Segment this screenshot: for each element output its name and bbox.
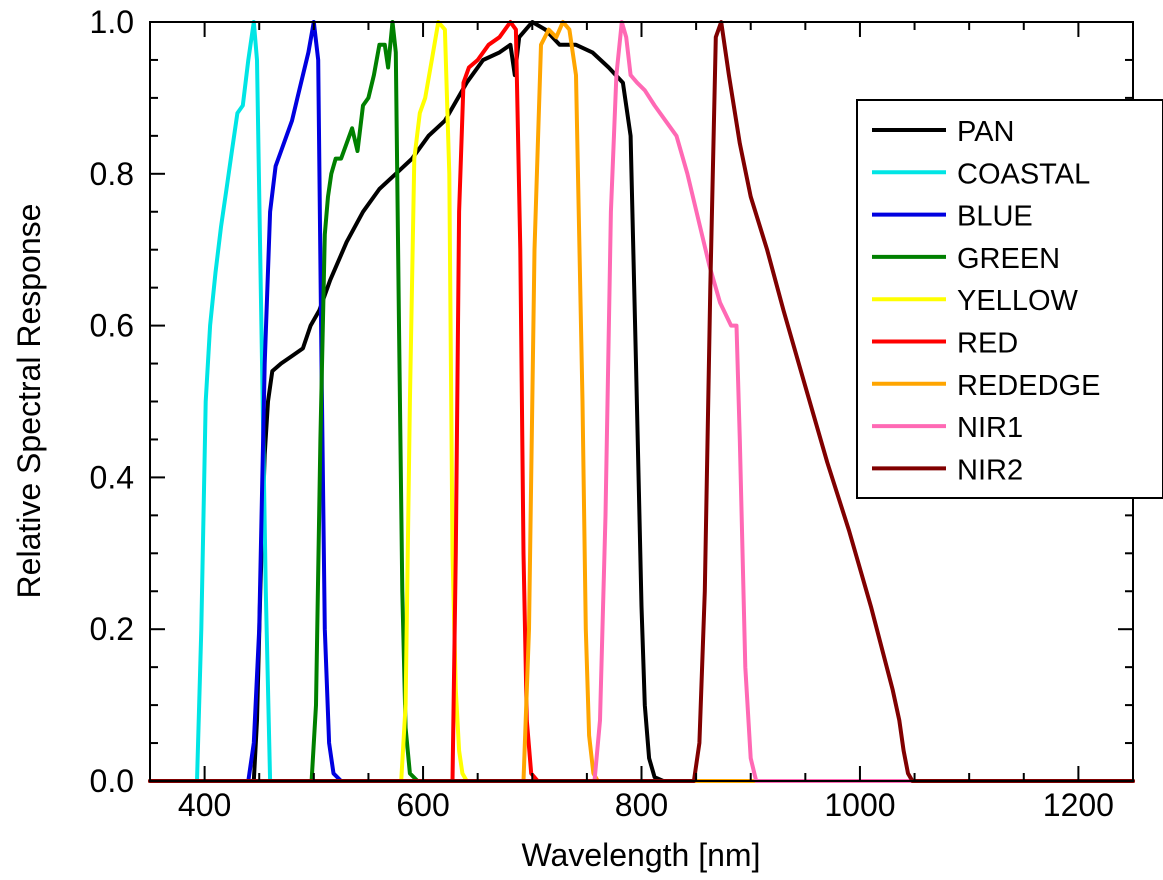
x-axis-label: Wavelength [nm]	[522, 837, 761, 873]
series-line-pan	[148, 20, 1135, 783]
y-tick-label: 0.8	[90, 156, 134, 192]
x-tick-label: 800	[615, 787, 668, 823]
y-tick-label: 0.4	[90, 459, 134, 495]
legend-label-yellow: YELLOW	[957, 285, 1078, 317]
series-line-nir1	[148, 20, 1135, 783]
y-tick-label: 0.6	[90, 308, 134, 344]
legend-label-coastal: COASTAL	[957, 158, 1090, 190]
x-tick-label: 1200	[1043, 787, 1114, 823]
legend-label-blue: BLUE	[957, 201, 1033, 233]
series-line-blue	[148, 20, 1135, 783]
series-line-nir2	[148, 20, 1135, 783]
legend-label-nir1: NIR1	[957, 412, 1023, 444]
series-line-rededge	[148, 20, 1135, 783]
y-tick-label: 0.0	[90, 763, 134, 799]
y-axis-label: Relative Spectral Response	[11, 204, 47, 599]
series-line-red	[148, 20, 1135, 783]
legend-label-green: GREEN	[957, 243, 1060, 275]
legend-label-red: RED	[957, 328, 1018, 360]
x-tick-label: 1000	[824, 787, 895, 823]
x-tick-label: 600	[396, 787, 449, 823]
y-tick-label: 0.2	[90, 611, 134, 647]
legend-label-nir2: NIR2	[957, 454, 1023, 486]
series-line-green	[148, 20, 1135, 783]
legend-label-rededge: REDEDGE	[957, 370, 1100, 402]
series-line-coastal	[148, 20, 1135, 783]
y-tick-label: 1.0	[90, 4, 134, 40]
legend-label-pan: PAN	[957, 116, 1014, 148]
ticks-layer: 400 600 800 1000 1200 0.0 0.2 0.4 0.6 0.8 1.0	[90, 4, 1134, 823]
legend: PAN COASTAL BLUE GREEN YELLOW RED REDEDGE NIR1 N…	[856, 99, 1163, 499]
x-tick-label: 400	[178, 787, 231, 823]
